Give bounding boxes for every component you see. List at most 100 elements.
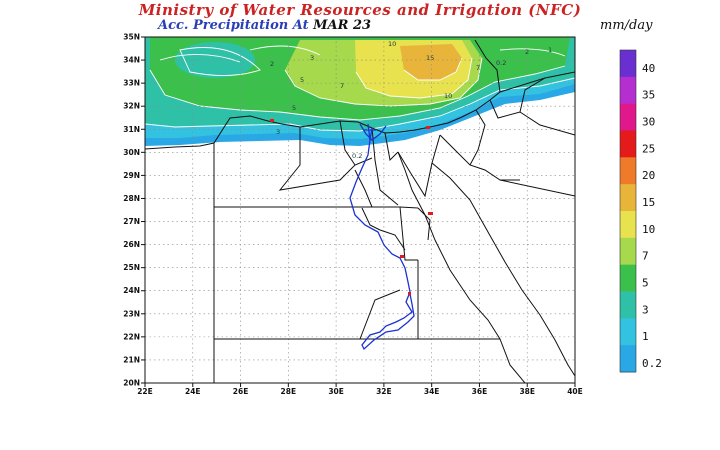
nile-river-line bbox=[349, 127, 411, 293]
subtitle-prefix: Acc. Precipitation At bbox=[158, 18, 309, 33]
color-bar-label: 1 bbox=[642, 330, 649, 343]
inner-border bbox=[399, 206, 418, 261]
contour-label: 3 bbox=[276, 128, 280, 136]
nile-river bbox=[349, 123, 415, 351]
color-bar-label: 30 bbox=[642, 116, 655, 129]
map-gridlines bbox=[145, 37, 575, 383]
lat-tick-label: 20N bbox=[123, 379, 140, 388]
lat-tick-label: 34N bbox=[123, 56, 140, 65]
plot-frame bbox=[144, 36, 576, 384]
color-bar-swatch bbox=[620, 345, 636, 373]
lon-tick-label: 22E bbox=[137, 387, 153, 396]
contour-label: 2 bbox=[270, 60, 274, 68]
lon-tick-label: 30E bbox=[328, 387, 344, 396]
lat-tick-label: 21N bbox=[123, 355, 140, 364]
governorate-border bbox=[371, 127, 399, 206]
levant-border bbox=[439, 134, 520, 181]
station-marker bbox=[270, 119, 274, 122]
contour-label: 0.2 bbox=[496, 59, 506, 67]
station-marker bbox=[428, 212, 433, 215]
color-bar-swatch bbox=[620, 211, 636, 239]
contour-label: 5 bbox=[300, 76, 304, 84]
lat-tick-label: 35N bbox=[123, 33, 140, 42]
lat-axis: 35N 34N 33N 32N 31N 30N 29N 28N 27N 26N 25N 24N 23N 2… bbox=[123, 33, 145, 388]
contour-label: 7 bbox=[340, 82, 344, 90]
lake-nasser bbox=[361, 291, 415, 351]
color-bar-label: 5 bbox=[642, 277, 649, 290]
color-bar-swatch bbox=[620, 157, 636, 185]
lat-tick-label: 27N bbox=[123, 217, 140, 226]
lat-tick-label: 28N bbox=[123, 194, 140, 203]
color-bar-label: 7 bbox=[642, 250, 649, 263]
color-bar-swatch bbox=[620, 318, 636, 346]
color-bar-swatch bbox=[620, 237, 636, 266]
color-bar-swatch bbox=[620, 291, 636, 319]
units-label: mm/day bbox=[600, 18, 653, 33]
station-marker bbox=[408, 292, 411, 295]
contour-label: 1 bbox=[548, 46, 552, 54]
color-bar-swatch bbox=[620, 184, 636, 212]
color-bar-label: 25 bbox=[642, 142, 655, 155]
color-bar-label: 35 bbox=[642, 89, 655, 102]
color-bar-swatch bbox=[620, 103, 636, 131]
map-subtitle: Acc. Precipitation At MAR 23 bbox=[158, 18, 371, 33]
color-bar: 40 35 30 25 20 15 10 7 5 3 1 0.2 bbox=[619, 49, 662, 373]
precip-fields bbox=[145, 37, 575, 146]
station-marker bbox=[426, 126, 430, 129]
contour-label-group: 2 3 5 7 10 15 10 7 5 3 2 0.2 1 0.2 bbox=[270, 40, 552, 160]
lat-tick-label: 30N bbox=[123, 148, 140, 157]
color-bar-swatch bbox=[620, 264, 636, 292]
station-markers bbox=[270, 119, 433, 295]
precip-band-15 bbox=[400, 44, 462, 80]
color-bar-swatch bbox=[620, 130, 636, 158]
color-bar-label: 10 bbox=[642, 223, 655, 236]
lon-axis: 22E 24E 26E 28E 30E 32E 34E 36E 38E 40E bbox=[137, 383, 583, 396]
lat-tick-label: 31N bbox=[123, 125, 140, 134]
sinai-coast bbox=[397, 134, 441, 198]
lon-tick-label: 36E bbox=[472, 387, 488, 396]
contour-label: 0.2 bbox=[352, 152, 362, 160]
lon-tick-label: 32E bbox=[376, 387, 392, 396]
contour-label: 7 bbox=[476, 64, 480, 72]
lat-tick-label: 26N bbox=[123, 240, 140, 249]
color-bar-swatch bbox=[620, 76, 636, 105]
contour-label: 10 bbox=[388, 40, 396, 48]
color-bar-swatch bbox=[620, 50, 636, 78]
color-bar-label: 0.2 bbox=[642, 357, 662, 370]
saudi-border bbox=[499, 179, 576, 197]
nile-delta bbox=[359, 123, 387, 141]
lon-tick-label: 24E bbox=[185, 387, 201, 396]
lat-tick-label: 22N bbox=[123, 332, 140, 341]
red-sea-east-coast bbox=[431, 162, 576, 377]
governorate-border bbox=[278, 127, 373, 191]
levant-border bbox=[519, 77, 546, 113]
contour-label: 15 bbox=[426, 54, 434, 62]
map-title: Ministry of Water Resources and Irrigati… bbox=[138, 1, 582, 19]
station-marker bbox=[400, 255, 404, 258]
lat-tick-label: 32N bbox=[123, 102, 140, 111]
lat-tick-label: 24N bbox=[123, 286, 140, 295]
governorate-border bbox=[384, 132, 399, 162]
lat-tick-label: 33N bbox=[123, 79, 140, 88]
color-bar-frame bbox=[619, 49, 637, 373]
subtitle-date: MAR 23 bbox=[313, 18, 372, 33]
color-bar-label: 40 bbox=[642, 62, 655, 75]
governorate-border bbox=[379, 229, 406, 251]
lat-tick-label: 29N bbox=[123, 171, 140, 180]
lon-tick-label: 34E bbox=[424, 387, 440, 396]
governorate-border bbox=[339, 120, 356, 166]
governorate-border bbox=[359, 289, 401, 340]
color-bar-label: 15 bbox=[642, 196, 655, 209]
governorate-border bbox=[417, 207, 431, 241]
contour-label: 3 bbox=[310, 54, 314, 62]
lon-tick-label: 38E bbox=[519, 387, 535, 396]
lon-tick-label: 40E bbox=[567, 387, 583, 396]
lat-tick-label: 25N bbox=[123, 263, 140, 272]
contour-label: 5 bbox=[292, 104, 296, 112]
lat-tick-label: 23N bbox=[123, 309, 140, 318]
contour-label: 10 bbox=[444, 92, 452, 100]
color-bar-label: 3 bbox=[642, 303, 649, 316]
levant-border bbox=[469, 109, 486, 166]
precip-band-3-blob bbox=[175, 42, 255, 78]
